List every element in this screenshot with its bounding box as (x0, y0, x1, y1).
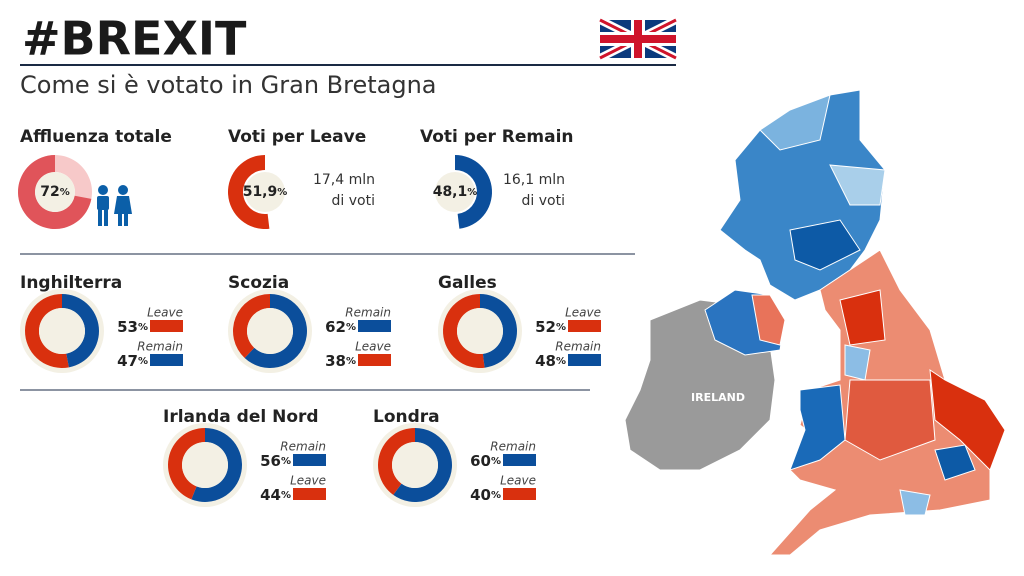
donut-center (182, 442, 228, 488)
percent-label: 48,1% (433, 184, 478, 200)
summary-heading: Affluenza totale (20, 127, 172, 147)
percent-value: 47 (117, 352, 138, 370)
percent-unit: % (491, 490, 501, 501)
percent-unit: % (277, 187, 287, 198)
summary-heading: Voti per Leave (228, 127, 366, 147)
percent-unit: % (60, 187, 70, 198)
result-swatch (150, 320, 183, 332)
result-swatch (358, 320, 391, 332)
percent-unit: % (346, 356, 356, 367)
donut-center (457, 308, 503, 354)
percent-value: 60 (470, 452, 491, 470)
votes-text: 16,1 mln (503, 172, 565, 188)
result-label: Leave (290, 474, 326, 488)
title: #BREXIT (22, 12, 247, 66)
percent-unit: % (281, 490, 291, 501)
percent-unit: % (138, 322, 148, 333)
votes-text: 17,4 mln (313, 172, 375, 188)
result-swatch (503, 488, 536, 500)
result-label: Remain (490, 440, 536, 454)
donut-segment (378, 428, 415, 495)
percent-label: 51,9% (243, 184, 288, 200)
donut-segment (18, 155, 92, 230)
region-heading: Londra (373, 407, 440, 427)
region-heading: Irlanda del Nord (163, 407, 319, 427)
donut-center (245, 172, 285, 212)
donut-center (392, 442, 438, 488)
flag (598, 16, 678, 62)
percent-label: 48% (535, 352, 566, 370)
percent-label: 38% (325, 352, 356, 370)
result-label: Remain (280, 440, 326, 454)
percent-unit: % (467, 187, 477, 198)
result-swatch (568, 320, 601, 332)
map-label: IRELAND (691, 391, 745, 404)
map: IRELAND (624, 89, 1006, 556)
donut-segment (244, 294, 308, 369)
result-label: Remain (345, 306, 391, 320)
result-swatch (150, 354, 183, 366)
result-swatch (293, 488, 326, 500)
percent-value: 51,9 (243, 184, 278, 200)
percent-value: 62 (325, 318, 346, 336)
percent-value: 53 (117, 318, 138, 336)
result-swatch (293, 454, 326, 466)
votes-text: di voti (522, 193, 565, 209)
summary-heading: Voti per Remain (420, 127, 574, 147)
donut-segment (480, 294, 517, 368)
region-heading: Inghilterra (20, 273, 122, 293)
result-label: Leave (500, 474, 536, 488)
people-icon (97, 185, 132, 226)
donut-segment (455, 155, 493, 229)
result-swatch (503, 454, 536, 466)
donut-center (39, 308, 85, 354)
donut-segment (393, 428, 452, 502)
subtitle: Come si è votato in Gran Bretagna (20, 71, 437, 99)
percent-value: 72 (40, 184, 59, 200)
percent-value: 48,1 (433, 184, 468, 200)
donut-segment (191, 428, 243, 502)
percent-unit: % (281, 456, 291, 467)
donut-segment (233, 294, 270, 358)
percent-value: 48 (535, 352, 556, 370)
result-label: Leave (565, 306, 601, 320)
percent-unit: % (556, 322, 566, 333)
percent-unit: % (346, 322, 356, 333)
percent-label: 62% (325, 318, 356, 336)
donut-segment (228, 155, 270, 229)
donut-segment (443, 294, 485, 369)
donut-segment (24, 294, 69, 369)
votes-text: di voti (332, 193, 375, 209)
percent-value: 56 (260, 452, 281, 470)
percent-label: 60% (470, 452, 501, 470)
result-label: Remain (137, 340, 183, 354)
percent-label: 44% (260, 486, 291, 504)
percent-value: 44 (260, 486, 281, 504)
donut-center (247, 308, 293, 354)
percent-value: 38 (325, 352, 346, 370)
result-swatch (568, 354, 601, 366)
donut-segment (62, 294, 99, 368)
percent-unit: % (491, 456, 501, 467)
percent-value: 40 (470, 486, 491, 504)
result-swatch (358, 354, 391, 366)
percent-unit: % (556, 356, 566, 367)
donut-segment (168, 427, 205, 500)
region-heading: Scozia (228, 273, 289, 293)
result-label: Leave (147, 306, 183, 320)
percent-label: 72% (40, 184, 70, 200)
donut-center (435, 172, 475, 212)
percent-label: 47% (117, 352, 148, 370)
result-label: Remain (555, 340, 601, 354)
percent-value: 52 (535, 318, 556, 336)
percent-label: 40% (470, 486, 501, 504)
region-heading: Galles (438, 273, 497, 293)
donut-center (35, 172, 75, 212)
percent-label: 56% (260, 452, 291, 470)
percent-label: 53% (117, 318, 148, 336)
percent-label: 52% (535, 318, 566, 336)
percent-unit: % (138, 356, 148, 367)
result-label: Leave (355, 340, 391, 354)
